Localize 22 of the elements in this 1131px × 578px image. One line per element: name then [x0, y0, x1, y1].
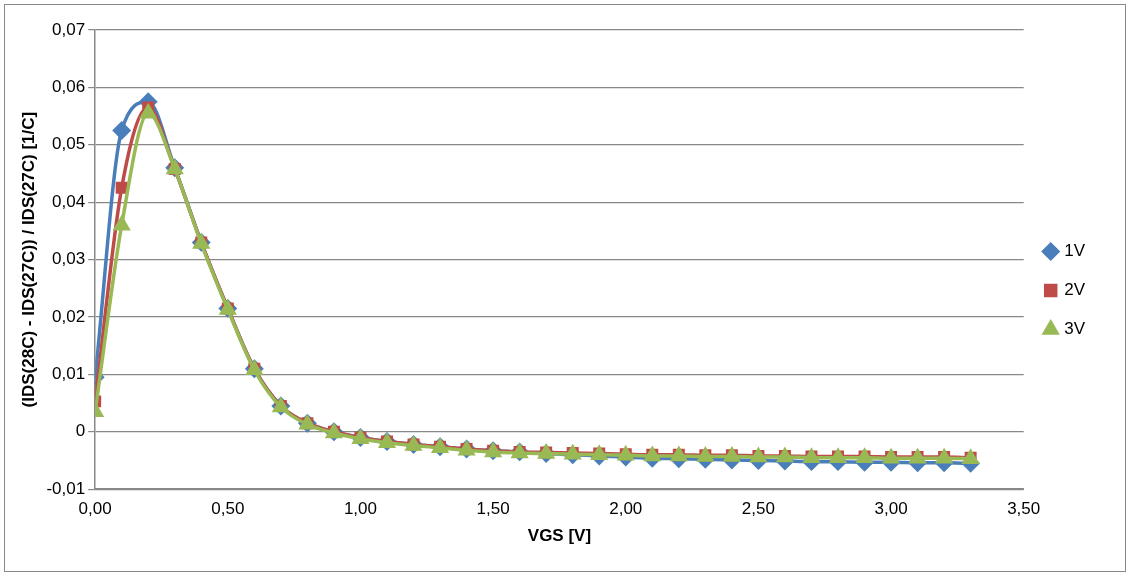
- x-tick-label: 0,00: [78, 499, 112, 519]
- y-tick-label: 0,02: [52, 306, 86, 326]
- x-tick-label: 3,00: [874, 499, 908, 519]
- x-axis-title: VGS [V]: [527, 526, 592, 546]
- x-tick-label: 2,50: [741, 499, 775, 519]
- x-tick-label: 3,50: [1007, 499, 1041, 519]
- legend-label: 2V: [1064, 280, 1086, 300]
- legend-label: 3V: [1064, 319, 1086, 339]
- legend-label: 1V: [1064, 241, 1086, 261]
- y-tick-label: 0,07: [52, 19, 86, 39]
- y-axis-title: (IDS(28C) - IDS(27C)) / IDS(27C) [1/C]: [18, 111, 38, 408]
- x-tick-label: 2,00: [609, 499, 643, 519]
- x-tick-label: 1,50: [476, 499, 510, 519]
- y-tick-label: 0,01: [52, 364, 86, 384]
- y-tick-label: 0,06: [52, 77, 86, 97]
- x-tick-label: 0,50: [211, 499, 245, 519]
- x-tick-label: 1,00: [343, 499, 377, 519]
- y-tick-label: 0: [75, 421, 86, 441]
- y-tick-label: -0,01: [46, 478, 86, 498]
- y-tick-label: 0,04: [52, 191, 86, 211]
- y-tick-label: 0,03: [52, 249, 86, 269]
- y-tick-label: 0,05: [52, 134, 86, 154]
